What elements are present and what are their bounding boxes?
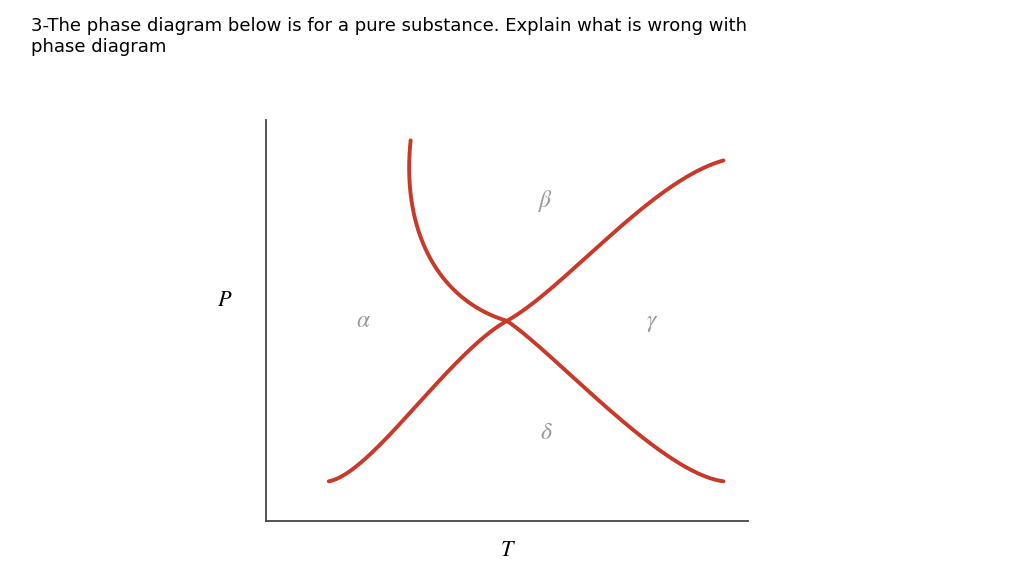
- Text: T: T: [501, 540, 513, 560]
- Text: 3-The phase diagram below is for a pure substance. Explain what is wrong with
ph: 3-The phase diagram below is for a pure …: [31, 17, 746, 56]
- Text: δ: δ: [540, 422, 551, 445]
- Text: α: α: [356, 309, 369, 332]
- Text: β: β: [540, 189, 551, 212]
- Text: γ: γ: [646, 309, 656, 332]
- Text: P: P: [218, 291, 232, 311]
